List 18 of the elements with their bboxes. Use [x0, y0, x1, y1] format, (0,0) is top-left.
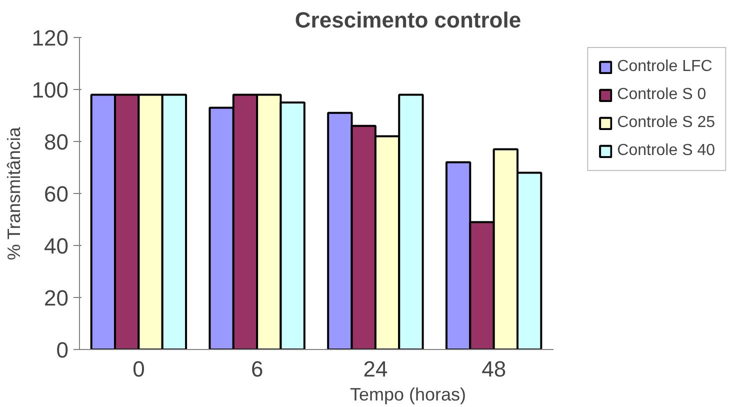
legend-label: Controle LFC: [617, 58, 712, 76]
legend-label: Controle S 25: [617, 114, 715, 132]
chart-title: Crescimento controle: [294, 8, 522, 32]
y-tick-label: 80: [44, 130, 69, 154]
legend-label: Controle S 40: [617, 142, 715, 160]
y-tick-label: 120: [32, 26, 69, 50]
y-tick-label: 0: [56, 338, 69, 362]
x-tick-label: 6: [250, 356, 264, 382]
y-tick-label: 40: [44, 234, 69, 258]
y-axis-title: % Transmitância: [4, 126, 24, 260]
x-tick-label: 24: [363, 356, 388, 382]
y-tick-label: 100: [32, 78, 69, 102]
x-tick-label: 48: [482, 356, 506, 382]
x-tick-label: 0: [132, 356, 145, 382]
y-tick-label: 20: [44, 286, 69, 310]
x-axis-title: Tempo (horas): [350, 384, 466, 404]
y-tick-label: 60: [44, 182, 69, 206]
legend-label: Controle S 0: [617, 86, 706, 104]
